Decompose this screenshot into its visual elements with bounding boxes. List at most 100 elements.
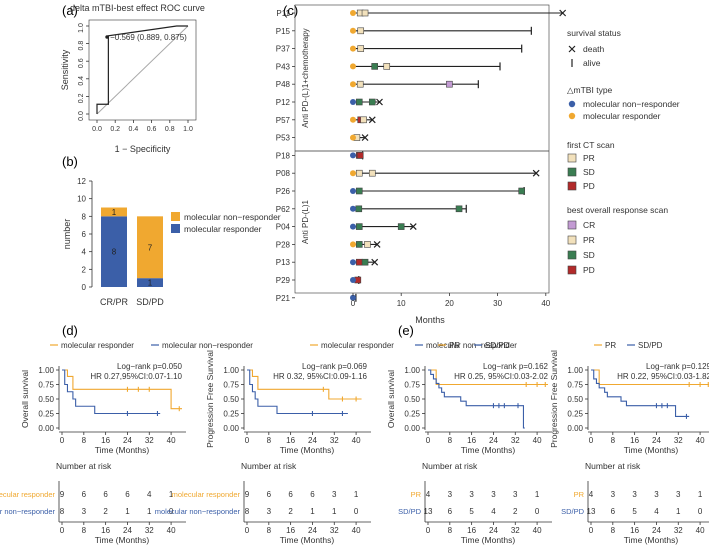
km-risk-xtick-label: 32	[330, 526, 339, 535]
legend-best-swatch	[567, 220, 577, 230]
swimmer-best-scan	[360, 116, 367, 124]
swimmer-best-scan	[383, 63, 391, 70]
legend-death-icon	[568, 45, 576, 53]
km-ytick-label: 0.50	[38, 395, 54, 404]
legend-best-swatch	[567, 250, 577, 260]
km-risk-xtick-label: 0	[589, 526, 594, 535]
km-xtick-label: 24	[489, 436, 498, 445]
km-risk-value: 2	[288, 507, 293, 516]
km-ytick-label: 0.50	[223, 395, 239, 404]
km-risk-xtick-label: 40	[167, 526, 176, 535]
km-d-legend-label: molecular non−responder	[162, 341, 253, 350]
km-xtick-label: 40	[533, 436, 542, 445]
panel-c-label: (c)	[283, 3, 298, 18]
swimmer-first-scan	[355, 187, 363, 195]
bar-ytick-label: 0	[82, 283, 87, 292]
km-risk-value: 8	[245, 507, 250, 516]
roc-ytick-label: 1.0	[78, 23, 85, 33]
km-xtick-label: 8	[448, 436, 453, 445]
km-risk-value: 1	[332, 507, 337, 516]
km-risk-xlabel: Time (Months)	[280, 535, 335, 545]
km-risk-value: 3	[513, 490, 518, 499]
km-risk-value: 3	[491, 490, 496, 499]
km-xtick-label: 32	[674, 436, 683, 445]
bar-ytick-label: 12	[77, 177, 86, 186]
swimmer-patient-label: P28	[276, 240, 291, 249]
roc-diagonal	[96, 25, 189, 115]
swimmer-best-scan	[361, 9, 369, 17]
swimmer-xlabel: Months	[415, 315, 445, 325]
km-ytick-label: 0.25	[567, 410, 583, 419]
bar-legend-swatch	[171, 224, 180, 233]
panel-b-label: (b)	[62, 154, 78, 169]
km-ytick-label: 0.00	[223, 424, 239, 433]
swimmer-type-dot	[350, 294, 356, 301]
km-risk-xtick-label: 40	[533, 526, 542, 535]
legend-survival-title: survival status	[567, 28, 621, 38]
swimmer-best-scan	[361, 258, 369, 266]
km-risk-row-label: molecular responder	[0, 490, 55, 499]
km-risk-value: 6	[267, 490, 272, 499]
bar-ytick-label: 2	[82, 265, 87, 274]
km-risk-value: 1	[310, 507, 315, 516]
swimmer-patient-label: P11	[276, 9, 290, 18]
km-ylabel: Progression Free Survival	[205, 350, 215, 448]
swimmer-patient-label: P13	[276, 258, 291, 267]
km-risk-value: 1	[676, 507, 681, 516]
swimmer-best-scan	[455, 205, 463, 213]
km-risk-value: 4	[654, 507, 659, 516]
legend-first-swatch	[567, 153, 577, 163]
km-risk-xtick-label: 8	[611, 526, 616, 535]
km-logrank: Log−rank p=0.162	[483, 362, 548, 371]
bar-value-label: 1	[148, 279, 153, 288]
legend-death-label: death	[583, 44, 605, 54]
km-xtick-label: 32	[330, 436, 339, 445]
swimmer-first-scan	[357, 27, 365, 35]
km-curve	[62, 369, 182, 410]
km-xtick-label: 16	[101, 436, 110, 445]
swimmer-type-dot	[350, 241, 356, 248]
km-ytick-label: 0.25	[404, 410, 420, 419]
km-risk-value: 3	[332, 490, 337, 499]
km-risk-value: 4	[147, 490, 152, 499]
bar-segment	[101, 216, 127, 287]
swimmer-death-marker	[532, 169, 540, 177]
bar-segment	[101, 207, 127, 217]
km-ytick-label: 1.00	[223, 366, 239, 375]
swimmer-plot: Anti PD-(L)1+chemotherapy Anti PD-(L)1 P11…	[276, 4, 680, 325]
km-risk-xlabel: Time (Months)	[95, 535, 150, 545]
km-risk-value: 1	[354, 490, 359, 499]
swimmer-group-label: Anti PD-(L)1+chemotherapy	[301, 28, 310, 127]
swimmer-best-scan	[368, 98, 376, 106]
legend-first-label: PD	[583, 181, 595, 191]
swimmer-type-dot	[350, 99, 356, 105]
roc-xtick-label: 0.4	[129, 126, 139, 133]
km-hr: HR 0.27,95%CI:0.07-1.10	[90, 372, 182, 381]
roc-frame	[88, 19, 197, 121]
stacked-bar-chart: 0 2 4 6 8 10 12 number 8 1 CR/PR 1 7 SD/PD molecular n…	[62, 177, 281, 307]
swimmer-best-scan	[356, 152, 364, 159]
swimmer-first-scan	[355, 205, 363, 213]
swimmer-type-dot	[350, 223, 356, 230]
legend-type-label: molecular responder	[583, 111, 661, 121]
km-xtick-label: 0	[245, 436, 250, 445]
km-curve	[591, 369, 690, 417]
km-hr: HR 0.22, 95%CI:0.03-1.82	[617, 372, 709, 381]
km-e-legend-label: PR	[449, 341, 460, 350]
swimmer-type-dot	[350, 81, 356, 88]
km-risk-xtick-label: 24	[652, 526, 661, 535]
km-risk-value: 13	[424, 507, 433, 516]
km-risk-value: 0	[354, 507, 359, 516]
roc-xtick-label: 0.0	[92, 126, 102, 133]
km-xlabel: Time (Months)	[95, 445, 150, 455]
legend-best-label: SD	[583, 250, 595, 260]
bar-legend-label: molecular non−responder	[184, 212, 281, 222]
km-risk-title: Number at risk	[56, 461, 112, 471]
bar-ytick-label: 4	[82, 248, 87, 257]
km-ytick-label: 0.75	[223, 381, 239, 390]
km-d-legend-label: molecular responder	[321, 341, 394, 350]
swimmer-patient-label: P15	[276, 27, 291, 36]
swimmer-death-marker	[371, 258, 379, 266]
